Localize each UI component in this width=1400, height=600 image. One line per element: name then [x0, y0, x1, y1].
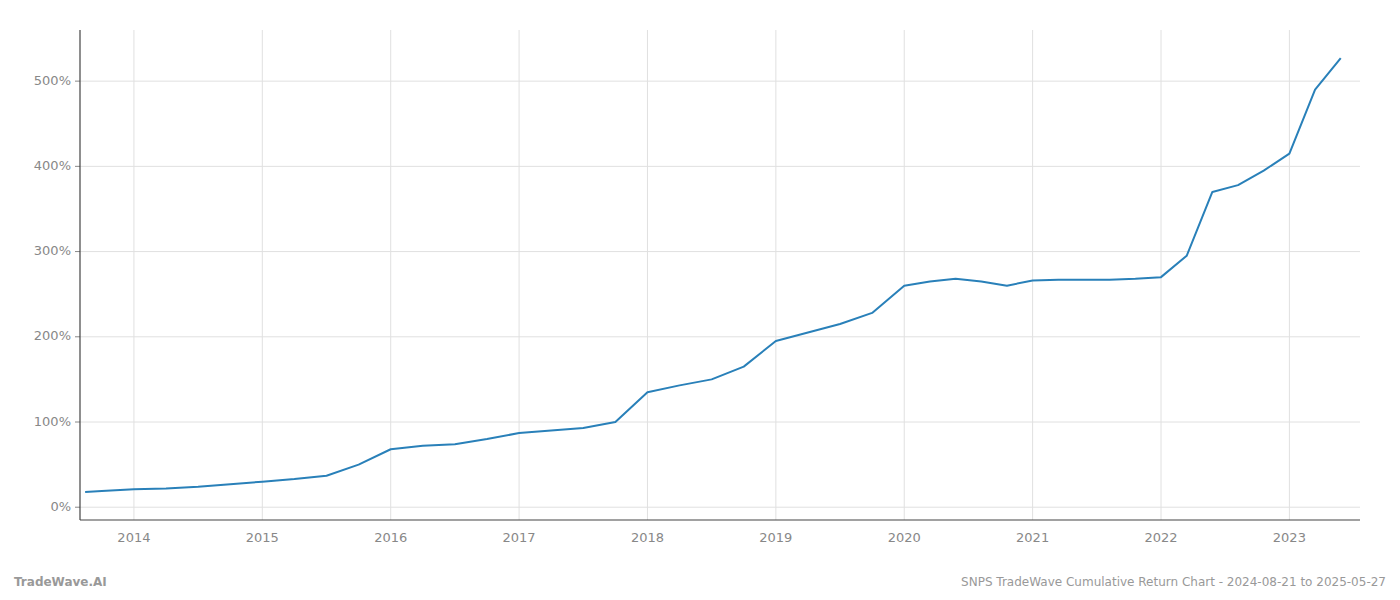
y-grid-line: [80, 251, 1360, 252]
y-tick-label: 400%: [34, 158, 71, 173]
y-grid-line: [80, 81, 1360, 82]
y-tick: [75, 507, 80, 508]
y-tick-label: 0%: [50, 499, 71, 514]
return-line: [85, 58, 1341, 492]
footer-right: SNPS TradeWave Cumulative Return Chart -…: [961, 575, 1386, 589]
x-grid-line: [1289, 30, 1290, 520]
y-tick: [75, 81, 80, 82]
y-grid-line: [80, 336, 1360, 337]
y-grid-line: [80, 166, 1360, 167]
axes: 0% 100% 200% 300% 400% 500% 2014 2015 2016 2017 20…: [34, 30, 1360, 545]
x-grid-line: [390, 30, 391, 520]
chart-container: 0% 100% 200% 300% 400% 500% 2014 2015 2016 2017 20…: [0, 0, 1400, 600]
y-tick: [75, 336, 80, 337]
x-tick-label: 2015: [246, 530, 279, 545]
y-grid-line: [80, 422, 1360, 423]
x-tick-label: 2020: [888, 530, 921, 545]
y-axis-line: [79, 30, 80, 520]
x-tick-label: 2017: [503, 530, 536, 545]
y-grid-line: [80, 507, 1360, 508]
x-grid-line: [1161, 30, 1162, 520]
x-tick-label: 2016: [374, 530, 407, 545]
chart-svg: 0% 100% 200% 300% 400% 500% 2014 2015 2016 2017 20…: [0, 0, 1400, 600]
x-tick-label: 2023: [1273, 530, 1306, 545]
y-tick-label: 100%: [34, 414, 71, 429]
x-grid-line: [133, 30, 134, 520]
x-grid-line: [904, 30, 905, 520]
series-group: [85, 58, 1341, 492]
grid: [80, 30, 1360, 520]
x-grid-line: [647, 30, 648, 520]
x-grid-line: [262, 30, 263, 520]
x-tick-label: 2022: [1144, 530, 1177, 545]
x-tick-label: 2021: [1016, 530, 1049, 545]
x-grid-line: [775, 30, 776, 520]
y-tick: [75, 422, 80, 423]
y-tick-label: 300%: [34, 243, 71, 258]
y-tick-label: 500%: [34, 73, 71, 88]
x-grid-line: [519, 30, 520, 520]
x-grid-line: [1032, 30, 1033, 520]
x-tick-label: 2019: [759, 530, 792, 545]
x-tick-label: 2014: [117, 530, 150, 545]
footer-left: TradeWave.AI: [14, 575, 107, 589]
y-tick-label: 200%: [34, 328, 71, 343]
y-tick: [75, 251, 80, 252]
y-tick: [75, 166, 80, 167]
x-tick-label: 2018: [631, 530, 664, 545]
x-axis-line: [80, 519, 1360, 520]
